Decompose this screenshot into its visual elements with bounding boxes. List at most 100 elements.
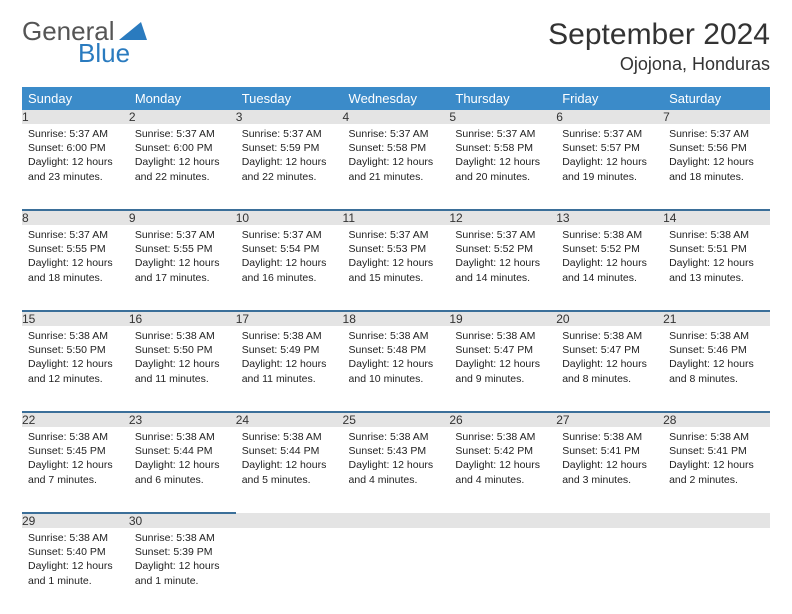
day-content: Sunrise: 5:37 AMSunset: 5:57 PMDaylight:… <box>556 124 663 188</box>
day-cell: Sunrise: 5:38 AMSunset: 5:47 PMDaylight:… <box>449 326 556 412</box>
day-content: Sunrise: 5:38 AMSunset: 5:39 PMDaylight:… <box>129 528 236 592</box>
day-number-cell <box>663 513 770 528</box>
day-content: Sunrise: 5:37 AMSunset: 5:58 PMDaylight:… <box>449 124 556 188</box>
day-number-cell: 22 <box>22 412 129 427</box>
day-content: Sunrise: 5:38 AMSunset: 5:40 PMDaylight:… <box>22 528 129 592</box>
day-number-cell: 23 <box>129 412 236 427</box>
day-cell: Sunrise: 5:38 AMSunset: 5:42 PMDaylight:… <box>449 427 556 513</box>
day-number-cell: 28 <box>663 412 770 427</box>
day-content: Sunrise: 5:38 AMSunset: 5:41 PMDaylight:… <box>556 427 663 491</box>
day-cell: Sunrise: 5:38 AMSunset: 5:40 PMDaylight:… <box>22 528 129 614</box>
day-cell <box>449 528 556 614</box>
day-cell: Sunrise: 5:38 AMSunset: 5:52 PMDaylight:… <box>556 225 663 311</box>
logo-text-blue: Blue <box>78 40 147 66</box>
day-content: Sunrise: 5:38 AMSunset: 5:44 PMDaylight:… <box>129 427 236 491</box>
weekday-header: Sunday <box>22 87 129 110</box>
day-number-cell: 10 <box>236 210 343 225</box>
day-cell <box>556 528 663 614</box>
day-cell: Sunrise: 5:37 AMSunset: 5:55 PMDaylight:… <box>129 225 236 311</box>
header: General Blue September 2024 Ojojona, Hon… <box>22 18 770 75</box>
day-number-cell: 15 <box>22 311 129 326</box>
day-cell: Sunrise: 5:38 AMSunset: 5:46 PMDaylight:… <box>663 326 770 412</box>
day-number-cell <box>236 513 343 528</box>
day-cell: Sunrise: 5:37 AMSunset: 5:56 PMDaylight:… <box>663 124 770 210</box>
day-cell: Sunrise: 5:38 AMSunset: 5:48 PMDaylight:… <box>343 326 450 412</box>
day-number-cell <box>449 513 556 528</box>
day-cell: Sunrise: 5:38 AMSunset: 5:49 PMDaylight:… <box>236 326 343 412</box>
day-cell: Sunrise: 5:38 AMSunset: 5:43 PMDaylight:… <box>343 427 450 513</box>
calendar-table: SundayMondayTuesdayWednesdayThursdayFrid… <box>22 87 770 614</box>
day-number-cell: 13 <box>556 210 663 225</box>
day-number-cell: 20 <box>556 311 663 326</box>
day-content: Sunrise: 5:38 AMSunset: 5:43 PMDaylight:… <box>343 427 450 491</box>
day-content: Sunrise: 5:38 AMSunset: 5:46 PMDaylight:… <box>663 326 770 390</box>
day-number-cell <box>556 513 663 528</box>
day-cell: Sunrise: 5:38 AMSunset: 5:44 PMDaylight:… <box>129 427 236 513</box>
day-cell: Sunrise: 5:38 AMSunset: 5:45 PMDaylight:… <box>22 427 129 513</box>
day-number-cell: 3 <box>236 110 343 124</box>
day-number-cell: 26 <box>449 412 556 427</box>
day-number-cell: 29 <box>22 513 129 528</box>
day-number-cell: 19 <box>449 311 556 326</box>
day-cell: Sunrise: 5:37 AMSunset: 5:58 PMDaylight:… <box>343 124 450 210</box>
day-number-cell: 11 <box>343 210 450 225</box>
day-content: Sunrise: 5:38 AMSunset: 5:41 PMDaylight:… <box>663 427 770 491</box>
day-content: Sunrise: 5:37 AMSunset: 5:52 PMDaylight:… <box>449 225 556 289</box>
day-cell: Sunrise: 5:37 AMSunset: 6:00 PMDaylight:… <box>129 124 236 210</box>
day-cell: Sunrise: 5:38 AMSunset: 5:47 PMDaylight:… <box>556 326 663 412</box>
day-content: Sunrise: 5:37 AMSunset: 5:55 PMDaylight:… <box>22 225 129 289</box>
day-cell: Sunrise: 5:37 AMSunset: 5:58 PMDaylight:… <box>449 124 556 210</box>
day-cell <box>343 528 450 614</box>
weekday-header: Monday <box>129 87 236 110</box>
day-number-cell: 18 <box>343 311 450 326</box>
day-number-cell: 8 <box>22 210 129 225</box>
day-content: Sunrise: 5:37 AMSunset: 5:59 PMDaylight:… <box>236 124 343 188</box>
day-number-cell: 1 <box>22 110 129 124</box>
day-content: Sunrise: 5:38 AMSunset: 5:47 PMDaylight:… <box>556 326 663 390</box>
weekday-header: Thursday <box>449 87 556 110</box>
weekday-header: Saturday <box>663 87 770 110</box>
day-number-cell: 27 <box>556 412 663 427</box>
weekday-header: Tuesday <box>236 87 343 110</box>
day-content: Sunrise: 5:38 AMSunset: 5:52 PMDaylight:… <box>556 225 663 289</box>
day-content: Sunrise: 5:37 AMSunset: 5:56 PMDaylight:… <box>663 124 770 188</box>
day-cell: Sunrise: 5:37 AMSunset: 6:00 PMDaylight:… <box>22 124 129 210</box>
day-number-cell: 30 <box>129 513 236 528</box>
day-content: Sunrise: 5:38 AMSunset: 5:47 PMDaylight:… <box>449 326 556 390</box>
day-number-cell: 14 <box>663 210 770 225</box>
day-number-cell: 9 <box>129 210 236 225</box>
day-content: Sunrise: 5:37 AMSunset: 6:00 PMDaylight:… <box>22 124 129 188</box>
day-cell <box>236 528 343 614</box>
logo: General Blue <box>22 18 147 66</box>
day-number-cell: 7 <box>663 110 770 124</box>
day-number-cell: 17 <box>236 311 343 326</box>
day-cell: Sunrise: 5:38 AMSunset: 5:44 PMDaylight:… <box>236 427 343 513</box>
day-number-cell: 6 <box>556 110 663 124</box>
day-cell: Sunrise: 5:37 AMSunset: 5:53 PMDaylight:… <box>343 225 450 311</box>
day-content: Sunrise: 5:37 AMSunset: 5:58 PMDaylight:… <box>343 124 450 188</box>
day-content: Sunrise: 5:38 AMSunset: 5:50 PMDaylight:… <box>22 326 129 390</box>
day-content: Sunrise: 5:37 AMSunset: 5:54 PMDaylight:… <box>236 225 343 289</box>
day-content: Sunrise: 5:37 AMSunset: 6:00 PMDaylight:… <box>129 124 236 188</box>
day-number-cell: 4 <box>343 110 450 124</box>
day-content: Sunrise: 5:37 AMSunset: 5:55 PMDaylight:… <box>129 225 236 289</box>
day-cell: Sunrise: 5:37 AMSunset: 5:52 PMDaylight:… <box>449 225 556 311</box>
day-content: Sunrise: 5:38 AMSunset: 5:49 PMDaylight:… <box>236 326 343 390</box>
day-cell: Sunrise: 5:37 AMSunset: 5:54 PMDaylight:… <box>236 225 343 311</box>
day-number-cell: 24 <box>236 412 343 427</box>
day-cell: Sunrise: 5:37 AMSunset: 5:57 PMDaylight:… <box>556 124 663 210</box>
day-cell: Sunrise: 5:38 AMSunset: 5:50 PMDaylight:… <box>129 326 236 412</box>
day-cell: Sunrise: 5:37 AMSunset: 5:55 PMDaylight:… <box>22 225 129 311</box>
day-content: Sunrise: 5:38 AMSunset: 5:42 PMDaylight:… <box>449 427 556 491</box>
day-content: Sunrise: 5:38 AMSunset: 5:44 PMDaylight:… <box>236 427 343 491</box>
day-cell: Sunrise: 5:37 AMSunset: 5:59 PMDaylight:… <box>236 124 343 210</box>
day-cell: Sunrise: 5:38 AMSunset: 5:51 PMDaylight:… <box>663 225 770 311</box>
day-number-cell <box>343 513 450 528</box>
day-cell <box>663 528 770 614</box>
day-content: Sunrise: 5:38 AMSunset: 5:51 PMDaylight:… <box>663 225 770 289</box>
day-number-cell: 2 <box>129 110 236 124</box>
day-cell: Sunrise: 5:38 AMSunset: 5:41 PMDaylight:… <box>663 427 770 513</box>
title-block: September 2024 Ojojona, Honduras <box>548 18 770 75</box>
weekday-header: Wednesday <box>343 87 450 110</box>
day-cell: Sunrise: 5:38 AMSunset: 5:50 PMDaylight:… <box>22 326 129 412</box>
